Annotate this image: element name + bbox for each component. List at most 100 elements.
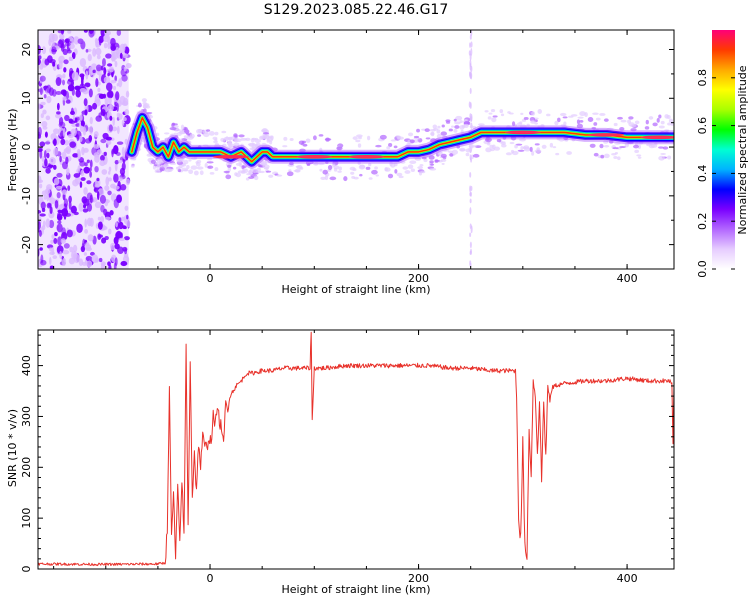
noise-speck — [89, 159, 93, 168]
noise-speck — [102, 58, 106, 67]
ridge-haze — [183, 135, 189, 139]
ridge-haze — [612, 147, 619, 150]
ridge-haze — [204, 163, 208, 168]
ridge-haze — [358, 136, 362, 140]
noise-speck — [81, 110, 88, 115]
noise-speck — [53, 237, 58, 245]
ridge-haze — [541, 144, 547, 149]
noise-speck — [44, 188, 51, 195]
noise-speck — [116, 141, 124, 145]
ridge-haze — [407, 164, 414, 169]
noise-speck — [57, 236, 63, 246]
noise-speck — [80, 245, 86, 253]
spectrogram-panel: 0 200 400 -20 -10 0 10 20 Height of straight li… — [6, 29, 675, 296]
noise-speck — [42, 109, 47, 115]
noise-speck — [103, 35, 110, 43]
ridge-haze — [413, 135, 420, 139]
noise-speck — [112, 145, 119, 155]
noise-speck — [110, 183, 116, 189]
noise-speck — [123, 252, 129, 258]
noise-speck — [79, 160, 86, 167]
noise-speck — [85, 48, 89, 53]
ridge-haze — [453, 129, 458, 133]
ridge-haze — [282, 145, 288, 148]
noise-streak — [469, 71, 472, 77]
ridge-haze — [286, 171, 294, 177]
noise-speck — [59, 33, 65, 40]
noise-speck — [57, 215, 63, 220]
ridge-haze — [247, 143, 255, 146]
ridge-haze — [628, 116, 634, 120]
noise-speck — [123, 97, 129, 106]
ridge-haze — [199, 170, 204, 176]
ridge-haze — [666, 114, 671, 120]
ridge-haze — [617, 116, 623, 120]
ridge-peak-2 — [348, 155, 385, 159]
ridge-haze — [537, 109, 542, 114]
noise-speck — [40, 101, 46, 106]
ridge-haze — [491, 117, 497, 123]
ridge-haze — [387, 173, 394, 179]
ridge-haze — [454, 121, 461, 125]
ridge-haze — [196, 166, 204, 170]
snr-ytick-label-4: 400 — [20, 355, 33, 376]
noise-speck — [99, 160, 106, 167]
spectrogram-ytick-label-1: -10 — [20, 187, 33, 205]
ridge-haze — [156, 158, 163, 163]
noise-speck — [112, 116, 115, 126]
ridge-haze — [178, 164, 184, 168]
noise-speck — [69, 110, 75, 116]
noise-speck — [57, 204, 65, 211]
ridge-haze — [509, 141, 515, 145]
noise-speck — [38, 134, 42, 139]
noise-speck — [116, 30, 122, 36]
ridge-haze — [633, 144, 639, 149]
noise-speck — [83, 166, 90, 174]
noise-speck — [125, 178, 131, 186]
ridge-haze — [408, 132, 414, 137]
noise-speck — [67, 185, 71, 192]
ridge-haze — [432, 124, 438, 129]
noise-speck — [57, 39, 64, 48]
ridge-haze — [469, 125, 474, 129]
noise-speck — [98, 257, 103, 263]
ridge-haze — [398, 175, 404, 179]
ridge-haze — [349, 166, 356, 171]
noise-speck — [108, 124, 113, 132]
noise-speck — [108, 166, 112, 172]
noise-speck — [38, 175, 42, 184]
ridge-haze — [614, 152, 618, 155]
ridge-haze — [359, 173, 363, 177]
noise-speck — [108, 170, 111, 175]
ridge-haze — [459, 147, 466, 152]
noise-speck — [48, 211, 55, 219]
ridge-haze — [156, 168, 161, 173]
noise-streak — [470, 48, 473, 56]
ridge-haze — [227, 141, 233, 147]
noise-speck — [121, 119, 125, 127]
ridge-haze — [441, 124, 445, 128]
noise-speck — [101, 169, 108, 175]
ridge-haze — [329, 176, 337, 181]
ridge-haze — [465, 152, 470, 157]
ridge-haze — [534, 143, 540, 146]
noise-speck — [64, 139, 69, 146]
noise-speck — [88, 88, 93, 98]
noise-speck — [105, 136, 113, 141]
noise-speck — [82, 238, 86, 248]
ridge-haze — [366, 135, 371, 141]
noise-streak — [470, 41, 473, 48]
noise-speck — [68, 195, 72, 203]
ridge-haze — [209, 172, 215, 175]
noise-speck — [39, 87, 43, 96]
noise-speck — [109, 210, 114, 216]
ridge-haze — [557, 117, 561, 123]
noise-speck — [110, 37, 116, 47]
ridge-haze — [254, 137, 259, 141]
noise-speck — [55, 77, 62, 87]
snr-xtick-label-2: 400 — [617, 572, 638, 585]
noise-speck — [48, 38, 52, 46]
ridge-haze — [397, 136, 404, 140]
ridge-haze — [352, 136, 358, 140]
ridge-haze — [619, 146, 626, 149]
